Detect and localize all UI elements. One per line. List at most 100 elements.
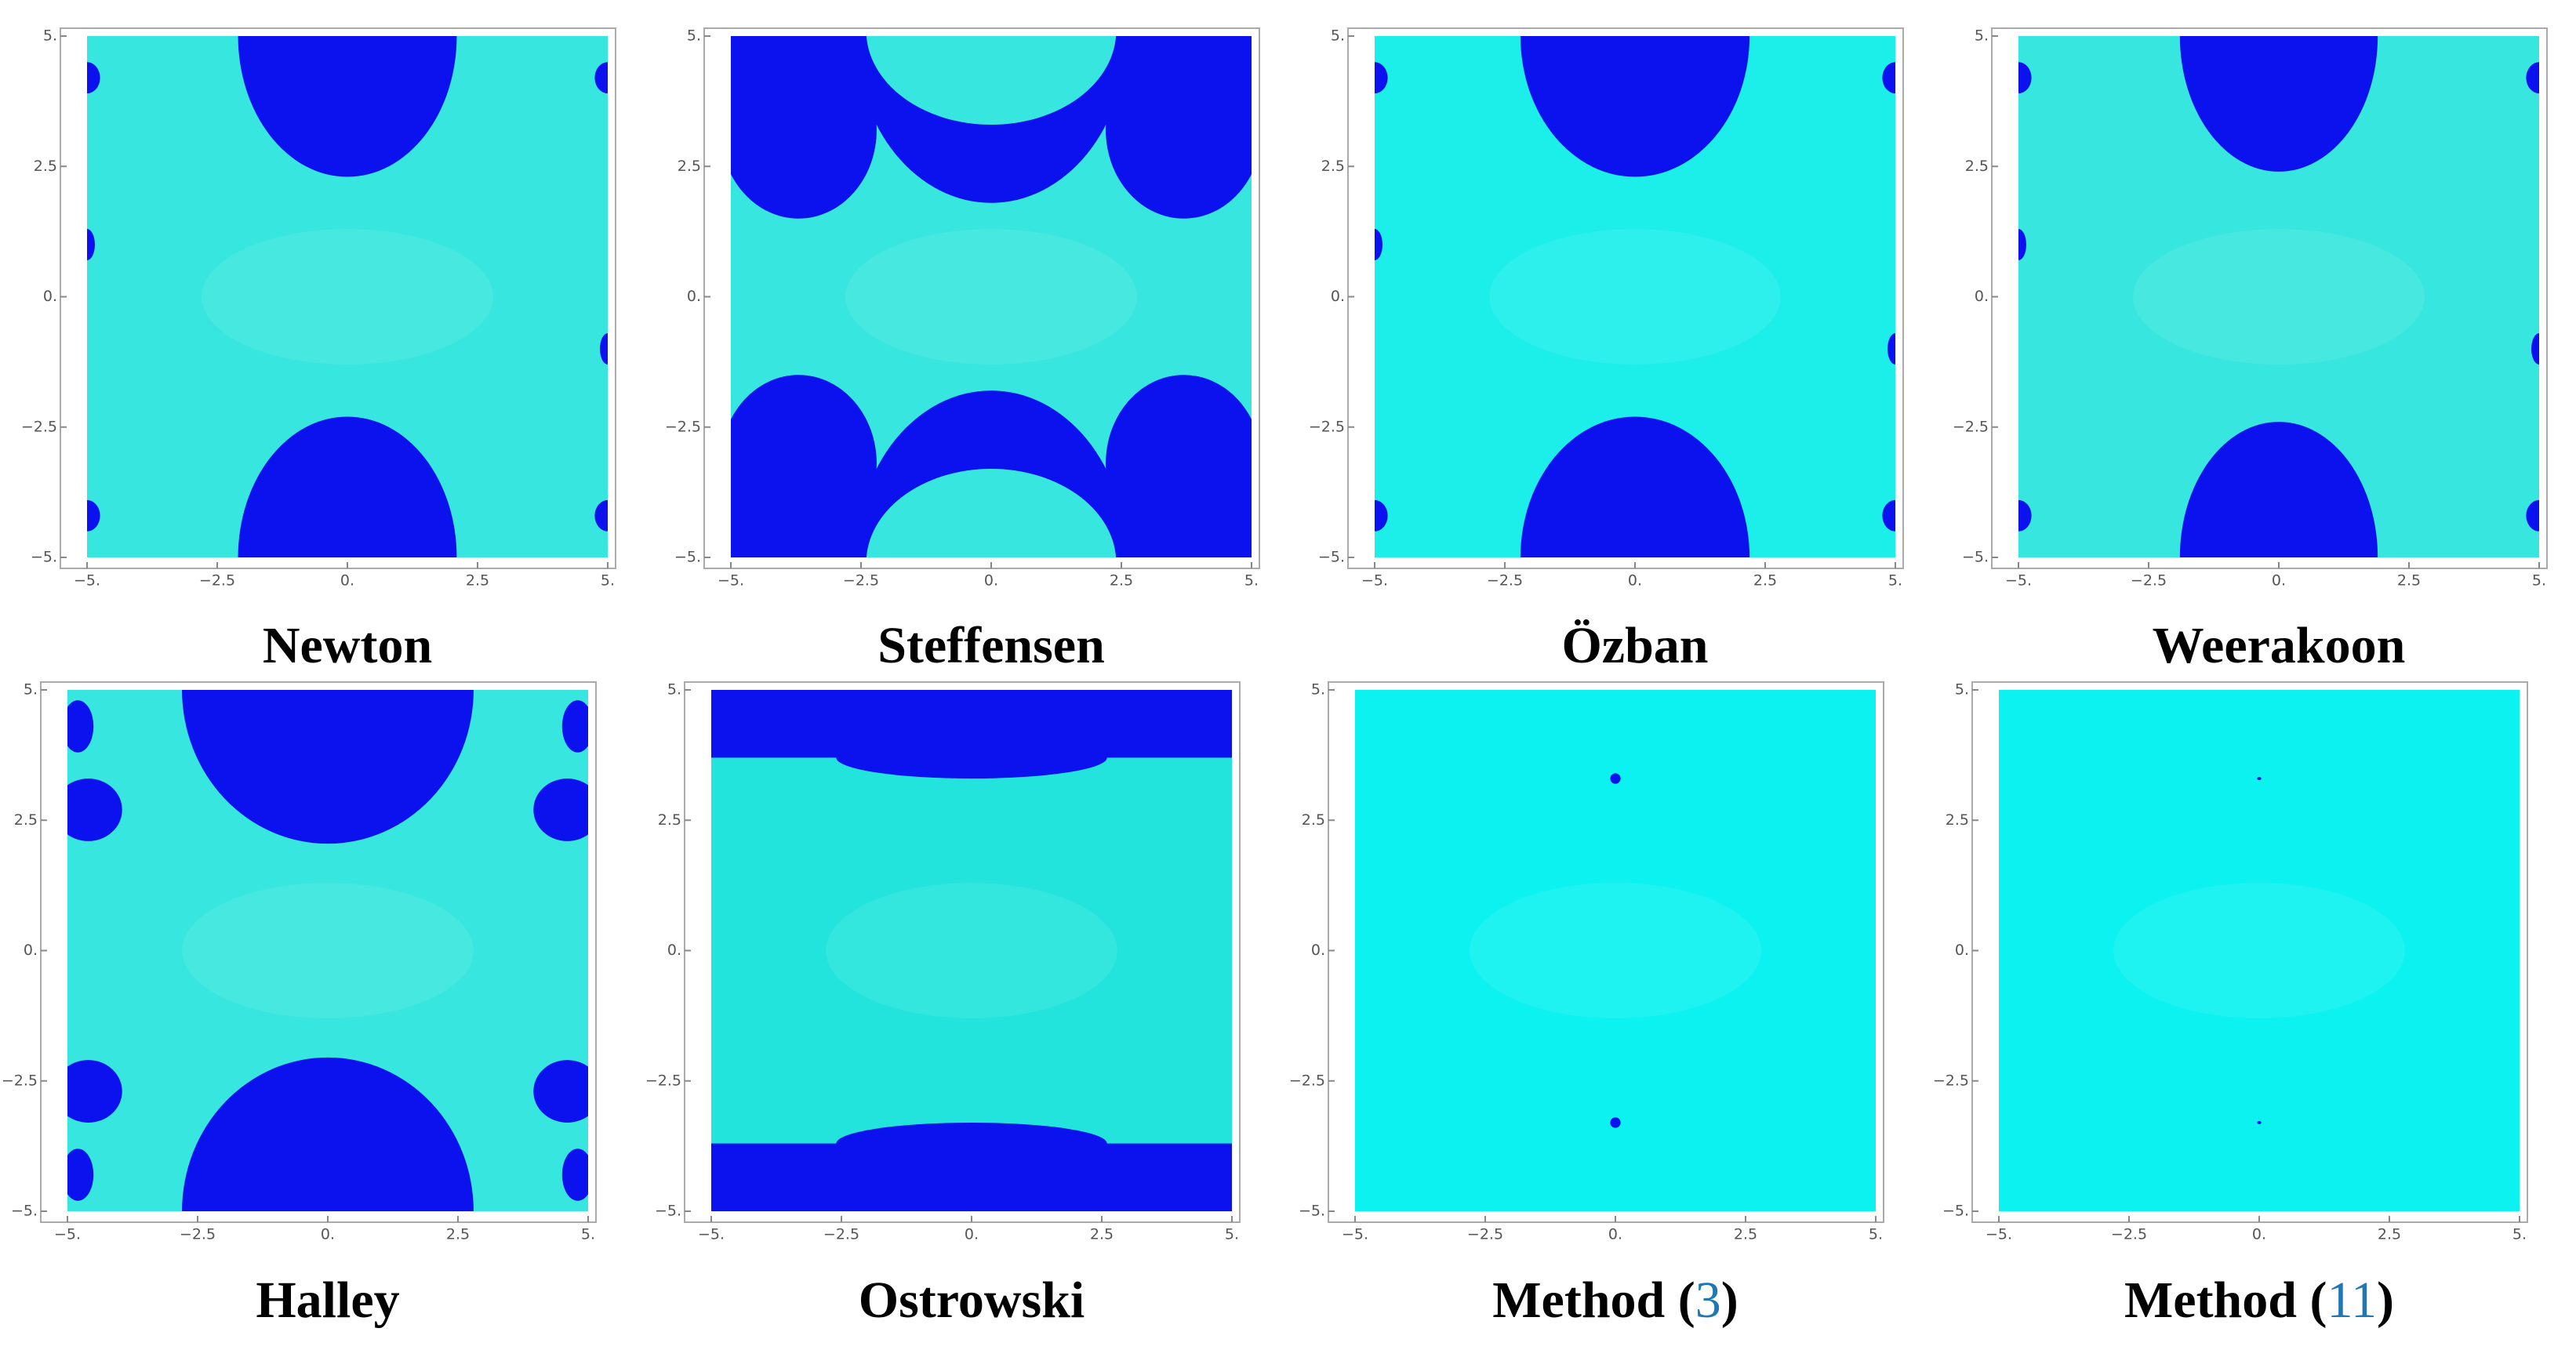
x-tick-label: 5. <box>2512 1226 2527 1243</box>
panel-title: Steffensen <box>877 617 1105 674</box>
title-part: ) <box>1721 1272 1739 1329</box>
x-tick-label: −5. <box>74 572 100 590</box>
y-tick-label: −2.5 <box>1309 418 1345 435</box>
panel-title: Weerakoon <box>2153 617 2406 674</box>
x-tick-label: −2.5 <box>843 572 879 590</box>
basin-region <box>1106 41 1252 219</box>
basin-region <box>1520 36 1750 177</box>
y-tick-label: −2.5 <box>2 1072 38 1089</box>
y-tick-label: 5. <box>687 27 701 45</box>
x-tick-label: 2.5 <box>1090 1226 1114 1243</box>
x-tick-label: −2.5 <box>1467 1226 1503 1243</box>
x-tick-label: 0. <box>321 1226 335 1243</box>
basin-region <box>836 736 1107 779</box>
title-part: Weerakoon <box>2153 617 2406 674</box>
y-tick-label: 5. <box>1331 27 1345 45</box>
panel: −5. −2.5 0. 2.5 5. −5. −2.5 0. 2.5 5. Weerakoon <box>1953 27 2548 674</box>
light-region <box>182 883 474 1018</box>
panel: −5. −2.5 0. 2.5 5. −5. −2.5 0. 2.5 5. Ostrowski <box>645 681 1241 1329</box>
y-tick-label: 5. <box>1955 681 1969 699</box>
plot-area <box>1999 690 2520 1211</box>
x-tick-label: −5. <box>54 1226 81 1243</box>
light-region <box>2133 229 2425 365</box>
basin-region <box>1610 773 1621 784</box>
basin-region <box>561 700 588 753</box>
panel: −5. −2.5 0. 2.5 5. −5. −2.5 0. 2.5 5. Halley <box>2 681 597 1329</box>
basin-region <box>1375 499 1388 532</box>
plot-area <box>2018 36 2539 557</box>
y-tick-label: −2.5 <box>1289 1072 1325 1089</box>
y-tick-label: 0. <box>24 942 38 959</box>
title-part: Method ( <box>1492 1272 1695 1329</box>
basin-region <box>1520 416 1750 557</box>
basin-region <box>1887 333 1895 365</box>
y-tick-label: 5. <box>1311 681 1325 699</box>
y-tick-label: −5. <box>1299 1203 1325 1220</box>
basin-region <box>533 778 588 841</box>
panel: −5. −2.5 0. 2.5 5. −5. −2.5 0. 2.5 5. Method (11) <box>1933 681 2528 1329</box>
axes-frame <box>60 27 616 569</box>
panel-title: Method (11) <box>2124 1272 2394 1329</box>
x-tick-label: 5. <box>581 1226 595 1243</box>
basin-region <box>2257 777 2262 781</box>
plot-area <box>67 690 588 1211</box>
plot-area <box>731 36 1252 557</box>
x-tick-label: 2.5 <box>1734 1226 1757 1243</box>
basin-region <box>2526 499 2539 532</box>
y-tick-label: −2.5 <box>645 1072 681 1089</box>
y-tick-label: 2.5 <box>1321 158 1345 175</box>
basin-region <box>238 36 457 177</box>
y-tick-label: −5. <box>31 549 57 566</box>
x-tick-label: 5. <box>1869 1226 1883 1243</box>
x-tick-label: −5. <box>1342 1226 1368 1243</box>
title-part: Newton <box>263 617 432 674</box>
light-region <box>202 229 493 365</box>
panel: −5. −2.5 0. 2.5 5. −5. −2.5 0. 2.5 5. Newton <box>21 27 616 674</box>
panel-title: Halley <box>256 1272 399 1329</box>
basin-region <box>594 62 608 94</box>
basin-region <box>67 1060 122 1123</box>
panel: −5. −2.5 0. 2.5 5. −5. −2.5 0. 2.5 5. Steffensen <box>665 27 1260 674</box>
x-tick-label: −5. <box>718 572 744 590</box>
panel: −5. −2.5 0. 2.5 5. −5. −2.5 0. 2.5 5. Method (3) <box>1289 681 1884 1329</box>
basin-region <box>87 499 100 532</box>
x-tick-label: −5. <box>2005 572 2032 590</box>
y-tick-label: 5. <box>43 27 57 45</box>
title-part: Steffensen <box>877 617 1105 674</box>
basin-region <box>533 1060 588 1123</box>
x-tick-label: 5. <box>2532 572 2546 590</box>
basin-region <box>182 1057 474 1211</box>
cyan-region <box>866 468 1117 557</box>
x-tick-label: 2.5 <box>1753 572 1777 590</box>
x-tick-label: 2.5 <box>446 1226 470 1243</box>
basin-region <box>731 41 877 219</box>
y-tick-label: 0. <box>1331 288 1345 305</box>
panel-title: Newton <box>263 617 432 674</box>
basin-region <box>1106 375 1252 553</box>
x-tick-label: −2.5 <box>2131 572 2167 590</box>
x-tick-label: 0. <box>2252 1226 2266 1243</box>
basin-region <box>67 700 94 753</box>
basin-region <box>600 333 608 365</box>
y-tick-label: 5. <box>667 681 681 699</box>
y-tick-label: −5. <box>1942 1203 1969 1220</box>
x-tick-label: −5. <box>1986 1226 2012 1243</box>
x-tick-label: 0. <box>340 572 354 590</box>
y-tick-label: 2.5 <box>1965 158 1989 175</box>
y-tick-label: 0. <box>43 288 57 305</box>
title-part: Halley <box>256 1272 399 1329</box>
basin-region <box>67 778 122 841</box>
plot-area <box>1375 36 1895 557</box>
y-tick-label: 2.5 <box>1302 811 1325 829</box>
y-tick-label: −2.5 <box>1953 418 1989 435</box>
title-part: Ostrowski <box>859 1272 1085 1329</box>
basin-region <box>1882 499 1895 532</box>
basin-region <box>2257 1120 2262 1124</box>
basin-region <box>731 375 877 553</box>
y-tick-label: 2.5 <box>34 158 57 175</box>
x-tick-label: 0. <box>2272 572 2286 590</box>
x-tick-label: 0. <box>984 572 998 590</box>
y-tick-label: −5. <box>655 1203 681 1220</box>
y-tick-label: 2.5 <box>678 158 701 175</box>
